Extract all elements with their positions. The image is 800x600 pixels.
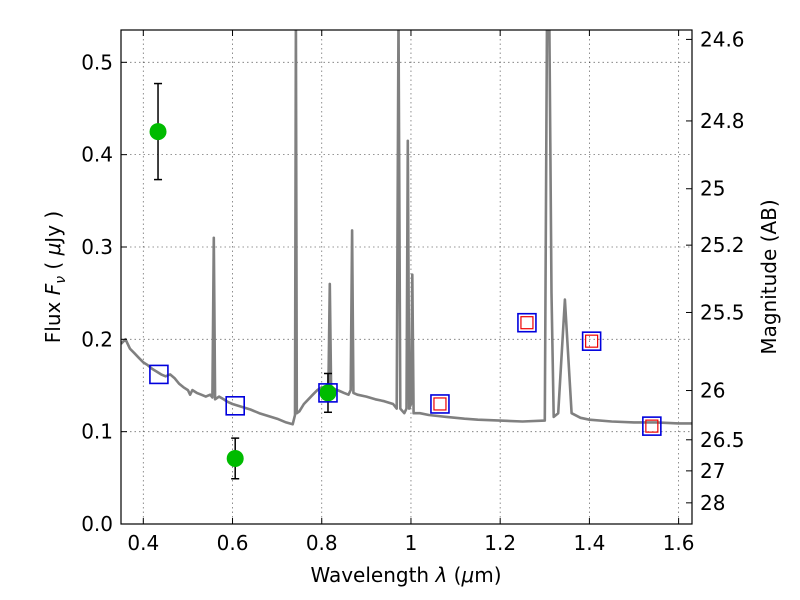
x-tick-label: 0.4 bbox=[127, 531, 159, 555]
y2-tick-label: 28 bbox=[700, 491, 725, 515]
x-tick-label: 1.2 bbox=[484, 531, 516, 555]
markers-layer bbox=[149, 82, 662, 480]
y2-tick-label: 25.5 bbox=[700, 300, 745, 324]
y-tick-label: 0.1 bbox=[81, 420, 113, 444]
model-square bbox=[517, 312, 537, 333]
model-square-inner bbox=[645, 419, 659, 433]
y2-tick-label: 25.2 bbox=[700, 233, 745, 257]
model-square bbox=[642, 416, 662, 436]
y-tick-label: 0.4 bbox=[81, 143, 113, 167]
x-tick-label: 0.6 bbox=[217, 531, 249, 555]
x-tick-label: 1.4 bbox=[573, 531, 605, 555]
model-square bbox=[149, 364, 169, 385]
y2-tick-label: 27 bbox=[700, 459, 725, 483]
x-tick-label: 1.6 bbox=[663, 531, 695, 555]
spectrum-layer bbox=[121, 30, 692, 426]
y-tick-label: 0.2 bbox=[81, 327, 113, 351]
model-square bbox=[318, 383, 338, 403]
y2-tick-label: 24.8 bbox=[700, 109, 745, 133]
y-tick-label: 0.3 bbox=[81, 235, 113, 259]
x-tick-label: 1 bbox=[405, 531, 418, 555]
y-axis-label: Flux Fν ( μJy ) bbox=[41, 211, 69, 343]
y2-axis-label: Magnitude (AB) bbox=[757, 199, 781, 354]
y2-tick-label: 25 bbox=[700, 177, 725, 201]
data-point bbox=[149, 123, 167, 141]
model-square bbox=[581, 331, 602, 351]
data-point bbox=[226, 449, 244, 467]
y-tick-label: 0.5 bbox=[81, 50, 113, 74]
plot-frame bbox=[120, 29, 693, 525]
model-square-inner bbox=[520, 316, 534, 330]
model-square bbox=[430, 394, 450, 414]
spectrum-line bbox=[121, 30, 692, 426]
y2-tick-label: 24.6 bbox=[700, 27, 745, 51]
y2-tick-label: 26 bbox=[700, 379, 725, 403]
y-tick-label: 0.0 bbox=[81, 512, 113, 536]
model-square bbox=[225, 396, 245, 416]
y2-tick-label: 26.5 bbox=[700, 428, 745, 452]
ticks-layer: 0.4 0.6 0.8 1 1.2 1.4 1.6 0.0 0.1 0.2 0.3 0.4 0.5 24.… bbox=[81, 27, 744, 555]
model-square-inner bbox=[585, 334, 599, 348]
x-tick-label: 0.8 bbox=[306, 531, 338, 555]
data-point bbox=[319, 384, 337, 402]
x-axis-label: Wavelength λ (μm) bbox=[310, 563, 501, 587]
model-square-inner bbox=[433, 397, 447, 411]
